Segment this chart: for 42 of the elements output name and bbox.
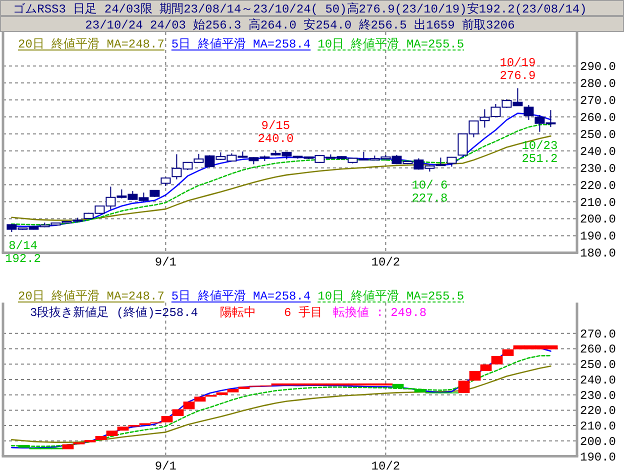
y-tick-label: 220.0 [580,404,616,418]
annotation: 6 手目 [284,306,322,320]
y-tick-label: 190.0 [580,450,616,464]
y-tick-label: 260.0 [580,342,616,357]
y-tick-label: 190.0 [580,230,616,244]
y-tick-label: 280.0 [580,76,616,91]
legend-item: 20日 終値平滑 MA=248.7 [18,290,165,304]
y-tick-label: 240.0 [580,373,616,388]
annotation: 10/ 6 227.8 [412,178,448,206]
annotation: 転換値 : 249.8 [333,306,427,320]
x-tick-label: 10/2 [371,459,400,474]
y-tick-label: 250.0 [580,358,616,372]
x-tick-label: 9/1 [154,459,176,474]
y-tick-label: 230.0 [580,388,616,403]
annotation: 3段抜き新値足 (終値)=258.4 [30,306,198,320]
legend-item: 5日 終値平滑 MA=258.4 [170,38,312,52]
y-tick-label: 220.0 [580,178,616,193]
y-tick-label: 260.0 [580,110,616,125]
y-tick-label: 270.0 [580,327,616,342]
legend-item: 10日 終値平滑 MA=255.5 [317,38,465,52]
subtitle: 23/10/24 24/03 始256.3 高264.0 安254.0 終256.5 出1659 前取3206 [85,18,515,32]
title: ゴムRSS3 日足 24/03限 期間23/08/14～23/10/24( 50)高276.9(23/10/19)安192.2(23/08/14) [13,2,587,16]
y-tick-label: 210.0 [580,420,616,434]
annotation: 陽転中 [220,306,256,320]
annotation: 8/14 192.2 [5,239,42,266]
y-tick-label: 200.0 [580,212,616,227]
y-tick-label: 240.0 [580,144,616,159]
x-tick-label: 10/2 [371,256,400,270]
legend-item: 20日 終値平滑 MA=248.7 [18,38,165,52]
y-tick-label: 270.0 [580,94,616,108]
annotation: 10/23 251.2 [522,138,558,166]
legend-item: 5日 終値平滑 MA=258.4 [170,290,312,304]
legend-item: 10日 終値平滑 MA=255.5 [317,290,465,304]
y-tick-label: 210.0 [580,196,616,210]
x-tick-label: 9/1 [154,256,176,270]
y-tick-label: 290.0 [580,60,616,74]
annotation: 9/15 240.0 [258,118,294,146]
y-tick-label: 250.0 [580,128,616,142]
y-tick-label: 230.0 [580,162,616,176]
annotation: 10/19 276.9 [500,56,536,84]
y-tick-label: 200.0 [580,434,616,449]
y-tick-label: 180.0 [580,246,616,261]
